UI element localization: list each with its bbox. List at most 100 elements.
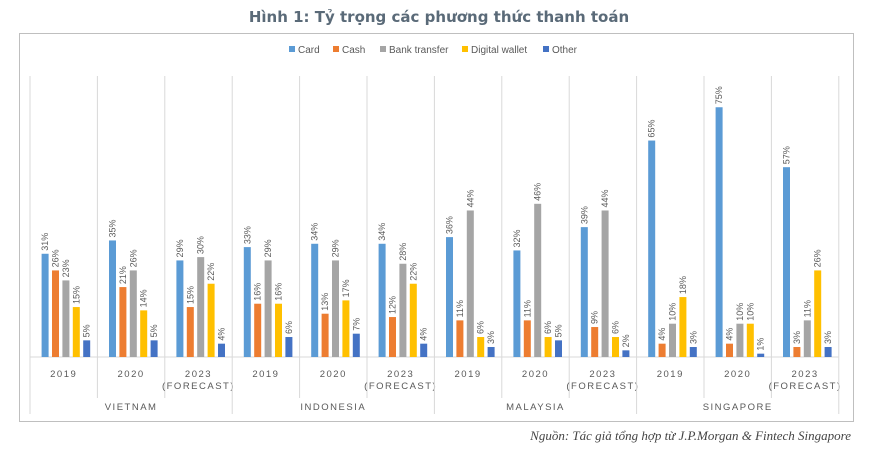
data-label: 15% [71, 286, 81, 304]
bar [332, 260, 339, 357]
data-label: 44% [600, 189, 610, 207]
data-label: 57% [782, 146, 792, 164]
data-label: 6% [284, 321, 294, 334]
bar [218, 343, 225, 357]
data-label: 10% [745, 303, 755, 321]
bar [52, 270, 59, 357]
data-label: 26% [813, 249, 823, 267]
x-tick-label: 2023 [387, 369, 414, 380]
x-tick-label: 2020 [522, 369, 549, 380]
data-label: 3% [688, 331, 698, 344]
x-tick-label: 2023 [185, 369, 212, 380]
bar [275, 303, 282, 357]
chart-title: Hình 1: Tỷ trọng các phương thức thanh t… [248, 8, 630, 26]
data-label: 7% [351, 318, 361, 331]
x-tick-label: (FORECAST) [566, 381, 639, 392]
bar [715, 107, 723, 357]
data-label: 29% [331, 239, 341, 257]
bar [285, 337, 293, 357]
bar [601, 210, 609, 357]
data-label: 36% [445, 216, 455, 234]
bar [62, 280, 70, 357]
data-label: 34% [377, 223, 387, 241]
data-label: 4% [657, 328, 667, 341]
bar [612, 337, 619, 357]
bar [669, 323, 676, 357]
bar [757, 353, 765, 357]
bar [150, 340, 158, 357]
bar [726, 343, 733, 357]
data-label: 10% [735, 303, 745, 321]
bar [446, 237, 453, 357]
bar [420, 343, 428, 357]
bar [658, 343, 666, 357]
data-label: 5% [82, 324, 92, 337]
data-label: 12% [388, 296, 398, 314]
data-label: 6% [611, 321, 621, 334]
bar [109, 240, 116, 357]
data-label: 5% [554, 324, 564, 337]
bar [736, 323, 744, 357]
data-label: 13% [320, 293, 330, 311]
x-tick-label: 2023 [792, 369, 819, 380]
data-label: 16% [253, 283, 263, 301]
legend-swatch [462, 46, 468, 52]
country-label: MALAYSIA [506, 402, 565, 413]
x-tick-label: (FORECAST) [364, 381, 437, 392]
bar [679, 297, 687, 357]
legend-label: Card [298, 45, 320, 56]
x-tick-label: (FORECAST) [769, 381, 842, 392]
data-label: 26% [51, 249, 61, 267]
data-label: 29% [263, 239, 273, 257]
data-label: 3% [823, 331, 833, 344]
bar [466, 210, 474, 357]
bar [342, 300, 350, 357]
x-tick-label: 2019 [50, 369, 77, 380]
data-label: 11% [522, 300, 532, 317]
bar [456, 320, 464, 357]
data-label: 9% [590, 311, 600, 324]
legend-label: Other [552, 45, 578, 56]
data-label: 32% [512, 229, 522, 247]
bar [746, 323, 754, 357]
legend-label: Bank transfer [389, 45, 449, 56]
data-label: 15% [185, 286, 195, 304]
data-label: 11% [455, 300, 465, 317]
data-label: 22% [408, 263, 418, 281]
bar [264, 260, 272, 357]
data-label: 34% [310, 223, 320, 241]
bar [140, 310, 148, 357]
data-label: 18% [678, 276, 688, 294]
bar [176, 260, 184, 357]
bar [72, 307, 80, 357]
data-label: 33% [242, 226, 252, 244]
source-note: Nguồn: Tác giả tổng hợp từ J.P.Morgan & … [530, 428, 851, 443]
bar [534, 203, 542, 357]
bar [409, 283, 417, 357]
data-label: 65% [647, 120, 657, 138]
chart-frame [19, 33, 854, 422]
data-label: 22% [206, 263, 216, 281]
x-tick-label: 2023 [589, 369, 616, 380]
bar [648, 140, 656, 357]
bar [824, 347, 832, 357]
data-label: 44% [465, 189, 475, 207]
data-label: 5% [149, 324, 159, 337]
bar [544, 337, 552, 357]
data-label: 14% [139, 289, 149, 307]
legend-label: Digital wallet [471, 45, 527, 56]
data-label: 46% [533, 183, 543, 201]
bar [186, 307, 194, 357]
legend-swatch [380, 46, 386, 52]
data-label: 17% [341, 279, 351, 297]
data-label: 39% [579, 206, 589, 224]
bar [803, 320, 811, 357]
data-label: 21% [118, 266, 128, 284]
country-label: SINGAPORE [703, 402, 773, 413]
legend-label: Cash [342, 45, 365, 56]
bar [477, 337, 485, 357]
bar [129, 270, 137, 357]
data-label: 30% [196, 236, 206, 254]
bar [580, 227, 588, 357]
data-label: 4% [419, 328, 429, 341]
